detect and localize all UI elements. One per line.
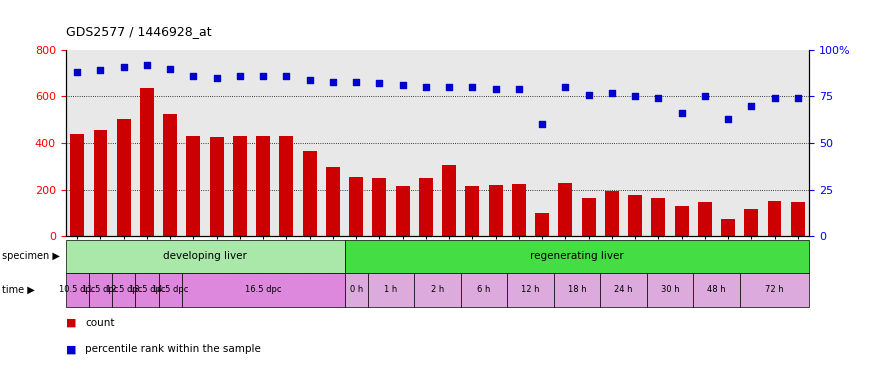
- Text: 18 h: 18 h: [568, 285, 586, 295]
- Text: time ▶: time ▶: [2, 285, 34, 295]
- Text: GDS2577 / 1446928_at: GDS2577 / 1446928_at: [66, 25, 211, 38]
- Point: [745, 103, 759, 109]
- Bar: [767, 201, 781, 236]
- Bar: [558, 183, 572, 236]
- Point: [442, 84, 456, 90]
- Point: [396, 82, 410, 88]
- Bar: [186, 136, 200, 236]
- Bar: [512, 184, 526, 236]
- Point: [233, 73, 247, 79]
- Point: [419, 84, 433, 90]
- Bar: [651, 198, 665, 236]
- Bar: [279, 136, 293, 236]
- Text: percentile rank within the sample: percentile rank within the sample: [85, 344, 261, 354]
- Bar: [233, 136, 247, 236]
- Bar: [164, 114, 177, 236]
- Point: [279, 73, 293, 79]
- Point: [164, 66, 178, 72]
- Bar: [396, 186, 410, 236]
- Bar: [140, 88, 154, 236]
- Text: 1 h: 1 h: [384, 285, 397, 295]
- Bar: [70, 134, 84, 236]
- Point: [651, 95, 665, 101]
- Bar: [116, 119, 130, 236]
- Bar: [721, 219, 735, 236]
- Text: 13.5 dpc: 13.5 dpc: [129, 285, 165, 295]
- Text: 12 h: 12 h: [522, 285, 540, 295]
- Text: 48 h: 48 h: [707, 285, 725, 295]
- Point: [536, 121, 550, 127]
- Bar: [628, 195, 642, 236]
- Bar: [488, 185, 502, 236]
- Bar: [582, 198, 596, 236]
- Text: 6 h: 6 h: [477, 285, 491, 295]
- Text: 11.5 dpc: 11.5 dpc: [82, 285, 119, 295]
- Text: 72 h: 72 h: [766, 285, 784, 295]
- Bar: [698, 202, 711, 236]
- Point: [70, 69, 84, 75]
- Text: 2 h: 2 h: [430, 285, 444, 295]
- Point: [116, 64, 130, 70]
- Text: 10.5 dpc: 10.5 dpc: [59, 285, 95, 295]
- Text: regenerating liver: regenerating liver: [530, 251, 624, 262]
- Text: 0 h: 0 h: [349, 285, 363, 295]
- Bar: [442, 165, 456, 236]
- Bar: [373, 178, 387, 236]
- Text: count: count: [85, 318, 115, 328]
- Text: 24 h: 24 h: [614, 285, 633, 295]
- Bar: [605, 191, 619, 236]
- Bar: [536, 213, 550, 236]
- Point: [558, 84, 572, 90]
- Point: [140, 62, 154, 68]
- Text: ■: ■: [66, 318, 76, 328]
- Point: [349, 78, 363, 84]
- Point: [466, 84, 480, 90]
- Point: [94, 67, 108, 73]
- Point: [186, 73, 200, 79]
- Bar: [791, 202, 805, 236]
- Text: specimen ▶: specimen ▶: [2, 251, 60, 262]
- Point: [210, 75, 224, 81]
- Text: 12.5 dpc: 12.5 dpc: [106, 285, 142, 295]
- Bar: [745, 209, 759, 236]
- Bar: [256, 136, 270, 236]
- Text: developing liver: developing liver: [163, 251, 247, 262]
- Bar: [326, 167, 340, 236]
- Point: [488, 86, 502, 92]
- Bar: [303, 151, 317, 236]
- Point: [373, 80, 387, 86]
- Text: 14.5 dpc: 14.5 dpc: [152, 285, 188, 295]
- Text: ■: ■: [66, 344, 76, 354]
- Bar: [349, 177, 363, 236]
- Point: [303, 77, 317, 83]
- Text: 16.5 dpc: 16.5 dpc: [245, 285, 282, 295]
- Point: [605, 90, 619, 96]
- Point: [767, 95, 781, 101]
- Bar: [675, 206, 689, 236]
- Text: 30 h: 30 h: [661, 285, 679, 295]
- Point: [791, 95, 805, 101]
- Point: [512, 86, 526, 92]
- Point: [326, 78, 340, 84]
- Point: [697, 93, 711, 99]
- Point: [628, 93, 642, 99]
- Point: [256, 73, 270, 79]
- Point: [582, 91, 596, 98]
- Bar: [419, 178, 433, 236]
- Bar: [466, 186, 480, 236]
- Point: [721, 116, 735, 122]
- Bar: [94, 130, 108, 236]
- Bar: [210, 137, 224, 236]
- Point: [675, 110, 689, 116]
